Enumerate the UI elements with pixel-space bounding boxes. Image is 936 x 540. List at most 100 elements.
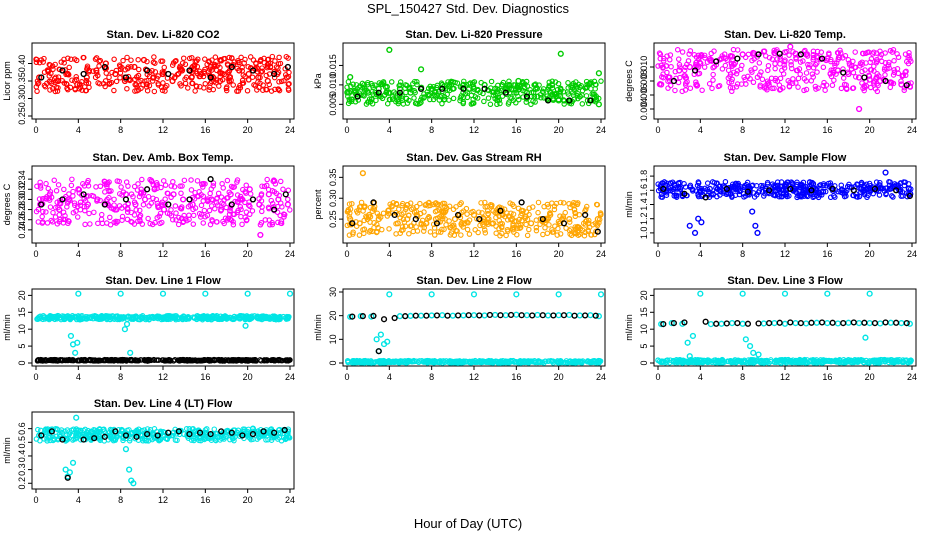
data-point	[566, 219, 573, 225]
data-point	[246, 211, 253, 218]
data-point	[685, 58, 692, 64]
data-point	[781, 183, 789, 190]
data-point	[350, 229, 356, 235]
data-point	[375, 216, 382, 223]
data-point	[180, 55, 187, 61]
data-point	[781, 320, 789, 327]
data-point	[438, 229, 444, 235]
data-point	[683, 358, 689, 365]
x-tick-label: 4	[76, 372, 81, 382]
data-point	[55, 77, 62, 85]
data-point	[85, 183, 92, 189]
x-tick-label: 0	[344, 249, 349, 259]
data-point	[583, 93, 590, 99]
data-point	[571, 207, 578, 213]
data-point	[46, 78, 53, 85]
data-point	[557, 213, 563, 219]
data-point	[683, 80, 689, 86]
data-point	[72, 86, 79, 93]
data-point	[170, 191, 177, 198]
data-point	[488, 78, 495, 85]
data-point	[686, 222, 693, 229]
data-point	[195, 357, 201, 364]
data-point	[895, 182, 901, 188]
y-tick-label: 0	[328, 360, 338, 365]
data-point	[776, 50, 783, 57]
data-point	[739, 290, 746, 297]
data-point	[74, 203, 81, 210]
data-point	[502, 312, 509, 319]
data-point	[829, 319, 836, 326]
data-point	[96, 58, 103, 65]
data-point	[499, 93, 506, 99]
data-point	[249, 357, 257, 364]
data-point	[449, 85, 456, 92]
data-point	[117, 66, 124, 73]
data-point	[230, 184, 236, 191]
data-point	[361, 230, 367, 237]
data-point	[777, 54, 783, 60]
data-point	[407, 200, 414, 206]
data-point	[214, 77, 220, 83]
data-point	[198, 70, 205, 78]
data-point	[789, 358, 795, 364]
data-point	[516, 86, 523, 93]
data-point	[375, 89, 382, 96]
data-point	[144, 77, 150, 84]
data-point	[274, 203, 281, 210]
data-point	[159, 219, 165, 226]
data-point	[571, 312, 578, 319]
data-point	[202, 56, 208, 62]
data-point	[667, 357, 674, 363]
data-point	[207, 84, 213, 91]
data-point	[117, 70, 124, 76]
data-point	[34, 88, 40, 95]
data-point	[513, 311, 520, 318]
data-point	[132, 81, 138, 88]
data-point	[725, 358, 731, 364]
data-point	[893, 319, 900, 326]
data-point	[446, 218, 452, 224]
data-point	[461, 220, 468, 227]
data-point	[412, 312, 419, 319]
x-tick-label: 20	[865, 372, 875, 382]
data-point	[852, 64, 858, 71]
y-tick-label: 0.6	[17, 422, 27, 435]
data-point	[801, 76, 808, 82]
data-point	[94, 196, 101, 203]
y-tick-label: 10	[328, 334, 338, 344]
data-point	[839, 359, 846, 366]
data-point	[286, 69, 292, 76]
data-point	[37, 315, 43, 322]
x-tick-label: 12	[780, 372, 790, 382]
data-point	[37, 313, 44, 319]
data-point	[708, 50, 715, 57]
data-point	[799, 359, 805, 366]
data-point	[458, 232, 464, 238]
data-point	[357, 313, 364, 320]
data-point	[547, 211, 554, 219]
data-point	[905, 185, 912, 192]
data-point	[65, 196, 72, 203]
data-point	[446, 203, 453, 210]
data-point	[458, 360, 465, 366]
data-point	[697, 60, 704, 67]
data-point	[124, 206, 131, 212]
data-point	[587, 97, 594, 104]
x-tick-label: 12	[158, 372, 168, 382]
data-point	[899, 359, 906, 366]
x-tick-label: 12	[158, 249, 168, 259]
data-point	[681, 190, 688, 197]
data-point	[771, 85, 777, 92]
y-tick-label: 0.008	[639, 70, 649, 93]
data-point	[815, 85, 821, 91]
data-point	[386, 291, 393, 298]
data-point	[470, 88, 476, 95]
data-point	[148, 200, 154, 206]
data-point	[866, 76, 873, 83]
data-point	[273, 64, 280, 70]
data-point	[174, 314, 180, 321]
x-tick-label: 0	[33, 495, 38, 505]
data-point	[131, 212, 138, 218]
data-point	[451, 216, 459, 223]
